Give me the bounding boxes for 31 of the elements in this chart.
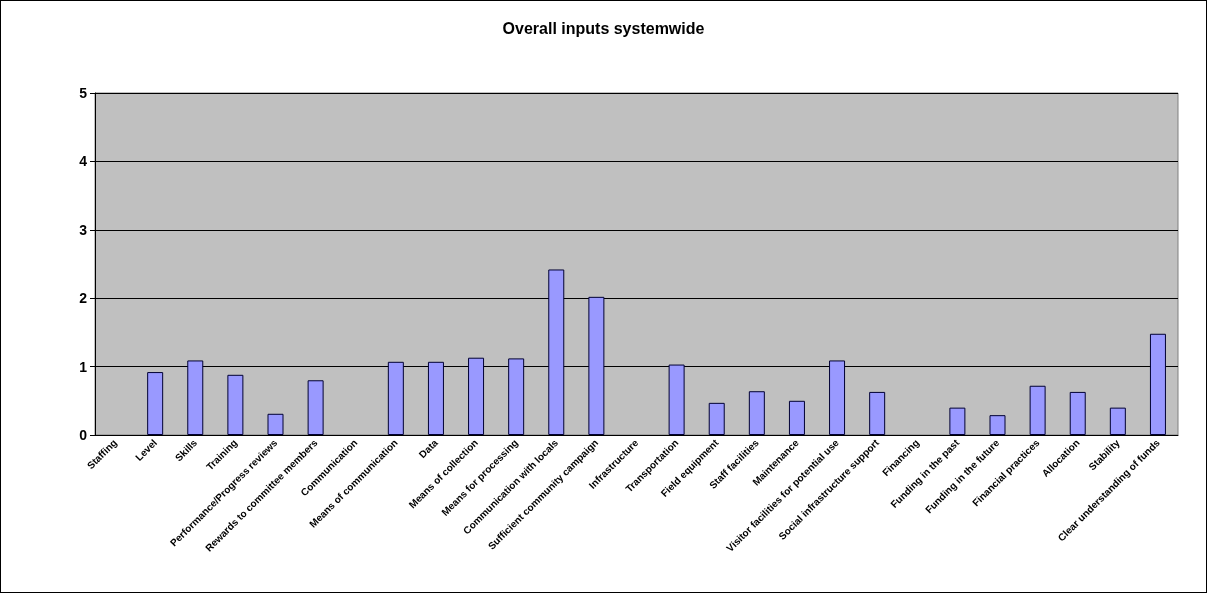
bar <box>227 374 244 435</box>
bar <box>1029 385 1046 435</box>
y-tick-label: 5 <box>79 85 88 101</box>
chart-title: Overall inputs systemwide <box>502 19 705 37</box>
y-tick-label: 0 <box>79 427 88 443</box>
bar <box>989 415 1006 435</box>
bar <box>468 357 485 435</box>
y-tick-label: 4 <box>79 153 88 170</box>
bar <box>748 391 765 435</box>
bar <box>708 402 725 435</box>
bar <box>869 391 886 435</box>
bar <box>1149 333 1166 435</box>
bar <box>387 361 404 435</box>
y-tick-label: 2 <box>79 290 88 307</box>
bar <box>187 360 204 435</box>
bar <box>1109 407 1126 435</box>
bar <box>668 364 685 435</box>
x-tick-label: Data <box>416 436 441 461</box>
bar <box>508 358 525 435</box>
bar <box>307 380 324 435</box>
bar <box>267 413 284 435</box>
bar <box>949 407 966 435</box>
bar <box>588 296 605 435</box>
y-tick-label: 3 <box>79 221 88 238</box>
bar <box>829 360 846 435</box>
bar <box>427 361 444 435</box>
bar <box>788 400 805 435</box>
bar <box>1069 391 1086 435</box>
bar <box>147 372 164 435</box>
y-tick-label: 1 <box>79 358 88 375</box>
bar <box>548 269 565 435</box>
